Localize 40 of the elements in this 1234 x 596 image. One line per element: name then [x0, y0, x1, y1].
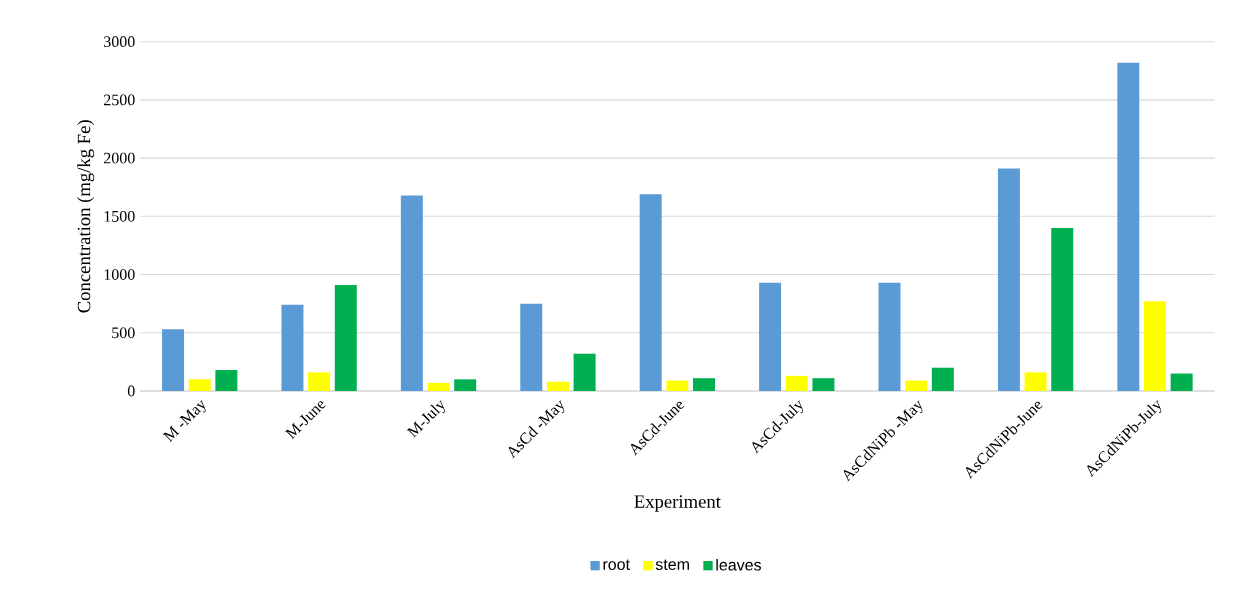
- bar: [666, 380, 689, 391]
- bar: [785, 375, 808, 391]
- y-tick-label: 2000: [104, 152, 135, 164]
- bar: [308, 372, 331, 391]
- bar: [215, 370, 238, 391]
- bar: [905, 380, 928, 391]
- bar: [334, 285, 357, 391]
- bar: [427, 382, 450, 391]
- legend-label: root: [603, 559, 630, 570]
- bar: [1051, 227, 1074, 391]
- x-tick-label: M -May: [162, 399, 206, 443]
- bar: [1024, 372, 1047, 391]
- bar: [759, 282, 782, 391]
- bar: [400, 195, 423, 391]
- bar: [693, 378, 716, 391]
- y-tick-label: 1000: [104, 269, 135, 280]
- y-tick-label: 3000: [104, 36, 135, 48]
- legend-label: leaves: [716, 558, 761, 571]
- legend-label: stem: [655, 559, 689, 570]
- bar: [162, 329, 185, 391]
- bar: [188, 379, 211, 391]
- bar: [546, 381, 569, 391]
- bar: [878, 282, 901, 391]
- bar: [1143, 301, 1166, 391]
- bar: [997, 168, 1020, 391]
- x-axis-title: Experiment: [634, 495, 721, 512]
- y-tick-label: 2500: [104, 94, 135, 106]
- y-tick-label: 1500: [104, 210, 135, 222]
- y-tick-label: 500: [112, 327, 135, 339]
- bar: [931, 367, 954, 391]
- bar: [281, 304, 304, 391]
- bar: [639, 194, 662, 391]
- y-tick-label: 0: [127, 385, 135, 397]
- y-axis-title: Concentration (mg/kg Fe): [77, 120, 95, 313]
- bar: [520, 303, 543, 391]
- bar: [1117, 62, 1140, 391]
- bar: [812, 378, 835, 391]
- bar: [573, 353, 596, 391]
- bar: [454, 379, 477, 391]
- bar: [1170, 373, 1193, 391]
